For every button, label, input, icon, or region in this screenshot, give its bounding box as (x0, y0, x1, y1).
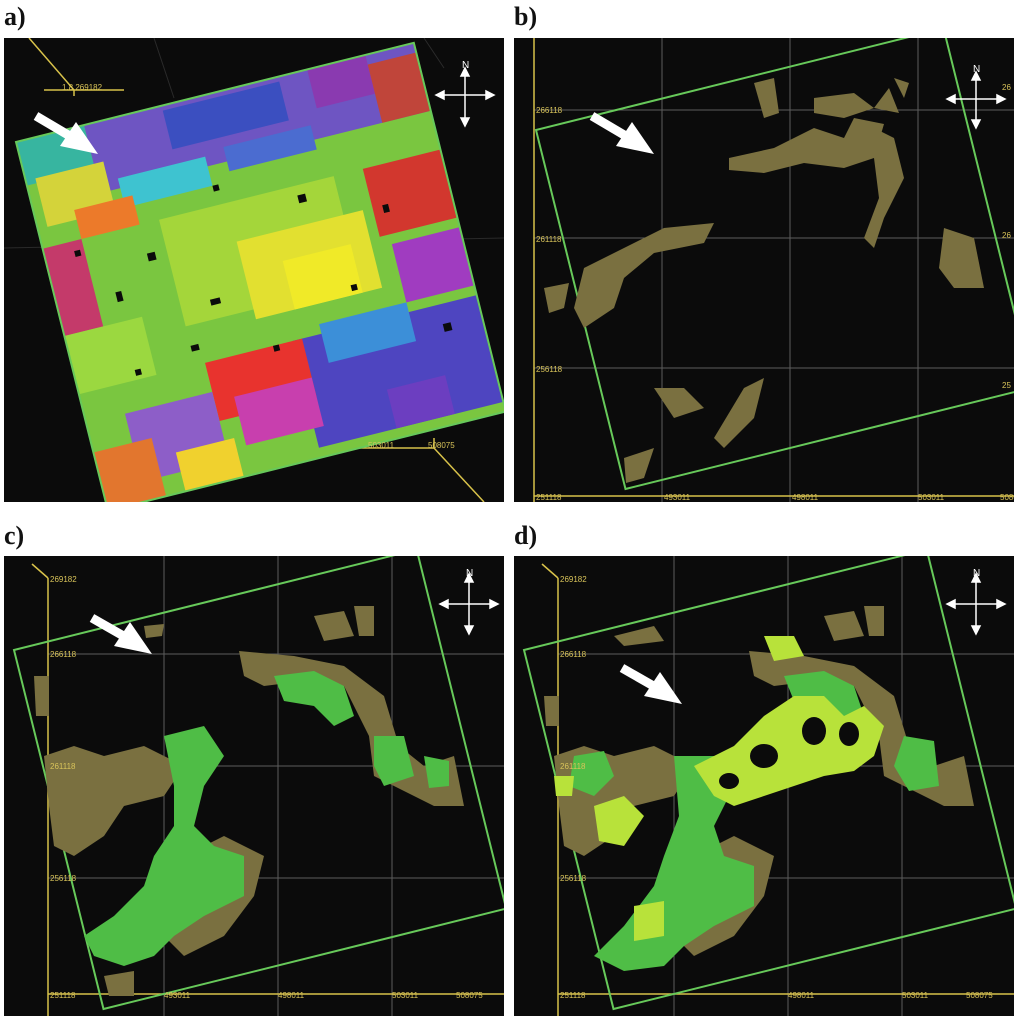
panel-c-tick-2: 266118 (50, 650, 77, 659)
panel-b-edge-tick-1: 26 (1002, 83, 1011, 92)
panel-b-tick-6: 498011 (792, 493, 819, 502)
panel-label-c: c) (4, 521, 25, 550)
panel-b-axis (533, 38, 1014, 502)
panel-d-tick-6: 498011 (788, 991, 815, 1000)
panel-b-tick-1: 266118 (536, 106, 563, 115)
panel-b-compass-icon (945, 70, 1007, 130)
panel-label-d: d) (514, 521, 538, 550)
panel-b-svg: 266118 261118 256118 251118 493011 49801… (533, 38, 1014, 502)
panel-c-map: 269182 266118 261118 256118 251118 49301… (4, 556, 504, 1016)
panel-b-tick-7: 503011 (918, 493, 945, 502)
panel-b-tick-4: 251118 (536, 493, 562, 502)
panel-c-tick-6: 493011 (164, 991, 191, 1000)
panel-c-white-arrow (89, 614, 152, 654)
panel-d-tick-1: 269182 (560, 575, 587, 584)
panel-d-light-green-regions (554, 636, 884, 941)
panel-d-axis (541, 563, 1014, 1016)
panel-d-tick-5: 251118 (560, 991, 586, 1000)
panel-b-edge-tick-2: 26 (1002, 231, 1011, 240)
panel-b-tick-8: 508075 (1000, 493, 1014, 502)
panel-a-axis (28, 38, 485, 502)
panel-d-holes (719, 717, 859, 789)
panel-c-tick-9: 508075 (456, 991, 483, 1000)
panel-a-tick-2: 503011 (368, 441, 395, 450)
panel-b-olive-regions (544, 78, 984, 483)
panel-d-compass-label: N (973, 568, 980, 579)
panel-c-svg: 269182 266118 261118 256118 251118 49301… (12, 556, 504, 1016)
panel-b-compass-label: N (973, 64, 980, 75)
panel-c-compass-icon (438, 572, 500, 636)
panel-c-tick-1: 269182 (50, 575, 77, 584)
panel-b-edge-tick-3: 25 (1002, 381, 1011, 390)
panel-d-tick-3: 261118 (560, 762, 586, 771)
panel-c-tick-7: 498011 (278, 991, 305, 1000)
panel-c-green-regions (84, 671, 449, 966)
panel-d-tick-7: 503011 (902, 991, 929, 1000)
panel-b-tick-2: 261118 (536, 235, 562, 244)
panel-c-compass-label: N (466, 568, 473, 579)
panel-d-compass-icon (945, 572, 1007, 636)
panel-a-tick-1: 1.8 269182 (62, 83, 103, 92)
panel-b-map: 266118 261118 256118 251118 493011 49801… (514, 38, 1014, 502)
panel-c-tick-5: 251118 (50, 991, 76, 1000)
panel-label-b: b) (514, 2, 538, 31)
panel-c-tick-4: 256118 (50, 874, 77, 883)
panel-a-data-area (14, 41, 504, 502)
panel-d-tick-2: 266118 (560, 650, 587, 659)
panel-c-tick-3: 261118 (50, 762, 76, 771)
panel-d-tick-4: 256118 (560, 874, 587, 883)
panel-a-map: 1.8 269182 503011 508075 N (4, 38, 504, 502)
panel-a-compass-label: N (462, 60, 469, 71)
panel-b-tick-5: 493011 (664, 493, 691, 502)
panel-label-a: a) (4, 2, 26, 31)
panel-a-compass-icon (434, 66, 496, 128)
panel-d-map: 269182 266118 261118 256118 251118 49801… (514, 556, 1014, 1016)
panel-d-svg: 269182 266118 261118 256118 251118 49801… (522, 556, 1014, 1016)
panel-d-tick-8: 508075 (966, 991, 993, 1000)
panel-a-svg: 1.8 269182 503011 508075 N (4, 38, 504, 502)
panel-d-white-arrow (619, 664, 682, 704)
panel-c-tick-8: 503011 (392, 991, 419, 1000)
panel-b-tick-3: 256118 (536, 365, 563, 374)
panel-b-white-arrow (589, 112, 654, 154)
panel-a-tick-3: 508075 (428, 441, 455, 450)
panel-a-white-arrow (33, 112, 98, 154)
